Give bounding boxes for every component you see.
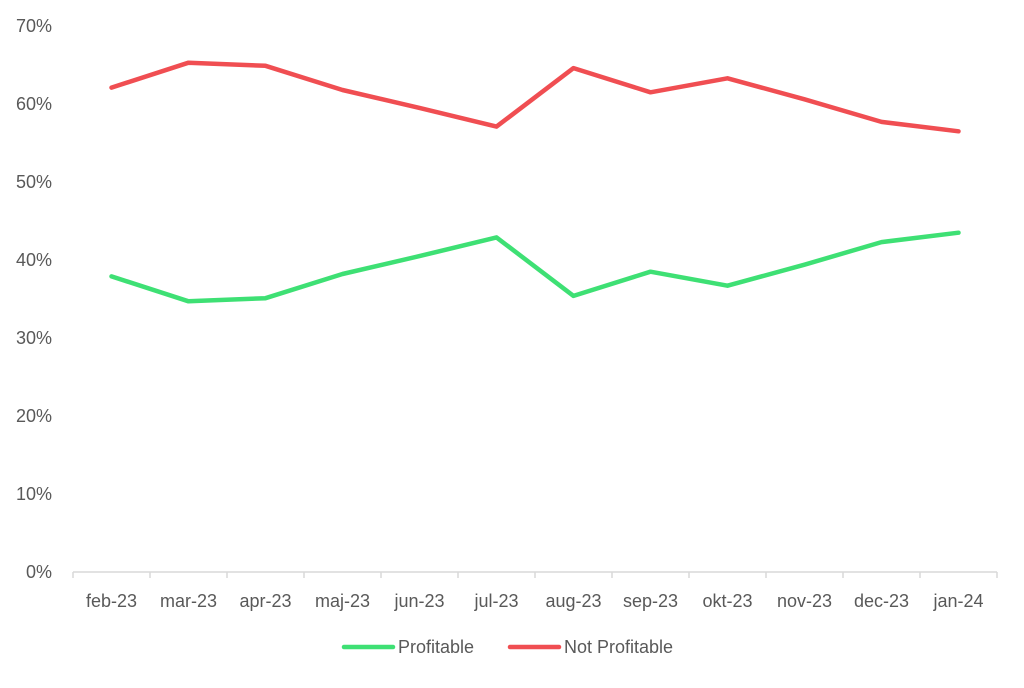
x-tick-label: nov-23: [777, 591, 832, 611]
y-tick-label: 0%: [26, 562, 52, 582]
x-tick-label: maj-23: [315, 591, 370, 611]
x-tick-label: feb-23: [86, 591, 137, 611]
x-tick-label: jun-23: [393, 591, 444, 611]
series-line-profitable: [109, 230, 961, 304]
y-tick-label: 50%: [16, 172, 52, 192]
x-tick-label: okt-23: [702, 591, 752, 611]
legend-label: Not Profitable: [564, 637, 673, 657]
y-tick-label: 60%: [16, 94, 52, 114]
x-axis: feb-23 mar-23 apr-23 maj-23 jun-23 jul-23 aug-…: [72, 571, 998, 611]
y-tick-label: 20%: [16, 406, 52, 426]
x-tick-label: apr-23: [239, 591, 291, 611]
series-line-not-profitable: [109, 60, 961, 134]
series-lines: [109, 60, 961, 304]
legend: Profitable Not Profitable: [341, 637, 673, 657]
x-tick-label: jan-24: [932, 591, 983, 611]
y-tick-label: 30%: [16, 328, 52, 348]
x-tick-label: aug-23: [545, 591, 601, 611]
x-tick-label: sep-23: [623, 591, 678, 611]
y-axis-labels: 0% 10% 20% 30% 40% 50% 60% 70%: [16, 16, 52, 582]
x-tick-label: mar-23: [160, 591, 217, 611]
legend-label: Profitable: [398, 637, 474, 657]
x-tick-label: dec-23: [854, 591, 909, 611]
y-tick-label: 40%: [16, 250, 52, 270]
y-tick-label: 70%: [16, 16, 52, 36]
y-tick-label: 10%: [16, 484, 52, 504]
x-tick-label: jul-23: [473, 591, 518, 611]
